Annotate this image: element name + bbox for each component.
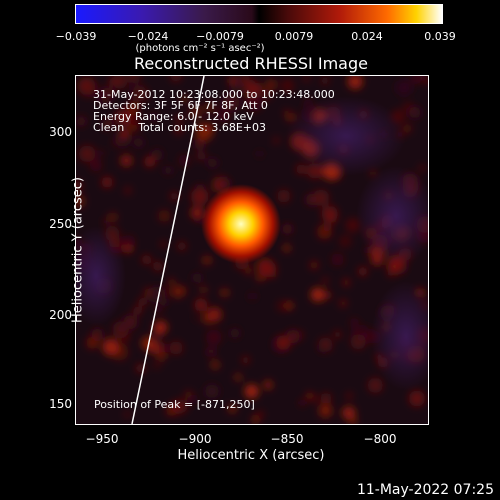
- flare-peak: [201, 184, 281, 264]
- y-tick: 200: [49, 308, 72, 322]
- info-line: Energy Range: 6.0 - 12.0 keV: [93, 110, 254, 123]
- x-tick: −850: [270, 432, 304, 446]
- y-tick: 150: [49, 397, 72, 411]
- x-tick: −800: [363, 432, 397, 446]
- colorbar-tick: 0.0079: [274, 30, 314, 43]
- info-line: Detectors: 3F 5F 6F 7F 8F, Att 0: [93, 99, 268, 112]
- colorbar-tick: −0.024: [127, 30, 169, 43]
- colorbar: [75, 4, 443, 24]
- x-tick: −900: [178, 432, 212, 446]
- rhessi-image: [76, 76, 428, 424]
- solar-limb: [131, 76, 205, 424]
- info-line: 31-May-2012 10:23:08.000 to 10:23:48.000: [93, 88, 335, 101]
- info-text: 31-May-2012 10:23:08.000 to 10:23:48.000…: [93, 89, 335, 133]
- colorbar-tick: 0.024: [351, 30, 383, 43]
- y-tick: 300: [49, 125, 72, 139]
- colorbar-units: (photons cm⁻² s⁻¹ asec⁻²): [135, 43, 265, 54]
- x-tick: −950: [85, 432, 119, 446]
- colorbar-tick: 0.039: [424, 30, 456, 43]
- x-axis-label: Heliocentric X (arcsec): [177, 448, 325, 463]
- date-stamp: 11-May-2022 07:25: [356, 482, 494, 498]
- info-line: Clean Total counts: 3.68E+03: [93, 121, 267, 134]
- y-axis-label: Heliocentric Y (arcsec): [70, 177, 86, 323]
- image-title: Reconstructed RHESSI Image: [134, 54, 368, 73]
- colorbar-tick: −0.039: [55, 30, 97, 43]
- y-tick: 250: [49, 217, 72, 231]
- image-plot: 31-May-2012 10:23:08.000 to 10:23:48.000…: [75, 75, 429, 425]
- peak-position: Position of Peak = [-871,250]: [94, 398, 255, 411]
- colorbar-tick: −0.0079: [196, 30, 244, 43]
